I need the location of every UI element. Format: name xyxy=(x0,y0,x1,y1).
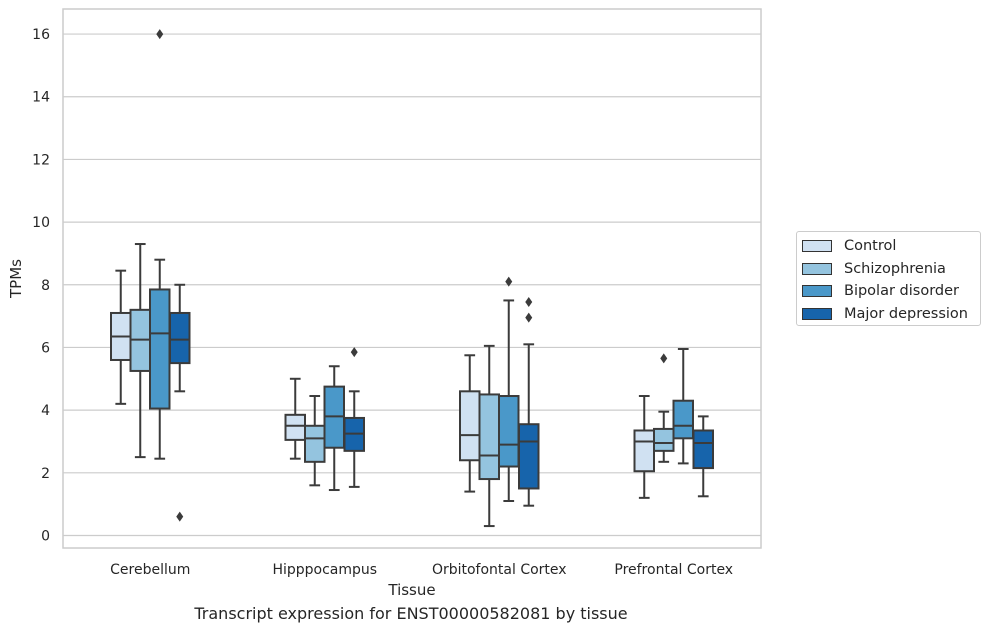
y-tick-label-16: 16 xyxy=(32,27,50,43)
x-tick-label-hipppocampus: Hipppocampus xyxy=(272,562,377,578)
y-tick-label-4: 4 xyxy=(41,403,50,419)
iqr-box xyxy=(672,399,694,440)
outlier-point xyxy=(156,29,164,40)
legend-swatch-schizophrenia xyxy=(802,262,832,275)
plot-frame xyxy=(62,8,762,549)
legend-swatch-control xyxy=(802,240,832,253)
x-tick-label-orbitofontal-cortex: Orbitofontal Cortex xyxy=(432,562,567,578)
x-tick-label-prefrontal-cortex: Prefrontal Cortex xyxy=(614,562,733,578)
iqr-box xyxy=(633,429,655,473)
box-orbitofontal-cortex-schizophrenia xyxy=(478,344,500,528)
legend-label-schizophrenia: Schizophrenia xyxy=(844,260,946,277)
box-hipppocampus-schizophrenia xyxy=(304,395,326,487)
outlier-point xyxy=(525,312,533,323)
y-tick-label-12: 12 xyxy=(32,152,50,168)
legend-swatch-major-depression xyxy=(802,307,832,320)
legend-item-control: Control xyxy=(802,235,980,258)
iqr-box xyxy=(518,423,540,490)
legend-item-major-depression: Major depression xyxy=(802,303,980,326)
outlier-point xyxy=(505,276,513,287)
chart-caption: Transcript expression for ENST0000058208… xyxy=(194,604,628,623)
y-tick-labels: 0 2 4 6 8 10 12 14 16 xyxy=(32,27,50,544)
boxes xyxy=(110,29,714,528)
x-tick-labels: Cerebellum Hipppocampus Orbitofontal Corte… xyxy=(110,562,733,578)
iqr-box xyxy=(284,413,306,441)
legend-swatch-bipolar-disorder xyxy=(802,285,832,298)
box-prefrontal-cortex-schizophrenia xyxy=(653,353,675,463)
legend-label-major-depression: Major depression xyxy=(844,305,968,322)
y-tick-label-2: 2 xyxy=(41,466,50,482)
iqr-box xyxy=(459,390,481,462)
gridlines xyxy=(63,33,761,537)
box-prefrontal-cortex-bipolar-disorder xyxy=(672,348,694,465)
outlier-point xyxy=(660,353,668,364)
box-prefrontal-cortex-major-depression xyxy=(692,415,714,498)
iqr-box xyxy=(169,311,191,365)
outlier-point xyxy=(525,297,533,308)
legend-label-control: Control xyxy=(844,238,897,255)
iqr-box xyxy=(149,288,171,410)
box-orbitofontal-cortex-major-depression xyxy=(518,297,540,507)
box-hipppocampus-major-depression xyxy=(343,347,365,488)
outlier-point xyxy=(350,347,358,358)
box-hipppocampus-bipolar-disorder xyxy=(323,365,345,492)
box-orbitofontal-cortex-bipolar-disorder xyxy=(498,276,520,502)
box-orbitofontal-cortex-control xyxy=(459,354,481,493)
box-cerebellum-control xyxy=(110,269,132,405)
iqr-box xyxy=(478,393,500,481)
iqr-box xyxy=(653,427,675,452)
iqr-box xyxy=(692,429,714,470)
box-hipppocampus-control xyxy=(284,377,306,460)
iqr-box xyxy=(498,395,520,468)
x-tick-label-cerebellum: Cerebellum xyxy=(110,562,190,578)
legend-item-schizophrenia: Schizophrenia xyxy=(802,258,980,281)
y-tick-label-14: 14 xyxy=(32,90,50,106)
box-cerebellum-bipolar-disorder xyxy=(149,29,171,460)
legend-label-bipolar-disorder: Bipolar disorder xyxy=(844,283,959,300)
y-tick-label-0: 0 xyxy=(41,528,50,544)
x-axis-title: Tissue xyxy=(387,581,435,599)
y-tick-label-8: 8 xyxy=(41,278,50,294)
outlier-point xyxy=(176,511,184,522)
box-cerebellum-schizophrenia xyxy=(129,243,151,459)
box-cerebellum-major-depression xyxy=(169,283,191,522)
iqr-box xyxy=(304,424,326,463)
legend-item-bipolar-disorder: Bipolar disorder xyxy=(802,280,980,303)
y-tick-label-10: 10 xyxy=(32,215,50,231)
box-prefrontal-cortex-control xyxy=(633,395,655,499)
y-axis-title: TPMs xyxy=(7,259,25,299)
legend: Control Schizophrenia Bipolar disorder M… xyxy=(796,231,981,326)
y-tick-label-6: 6 xyxy=(41,340,50,356)
